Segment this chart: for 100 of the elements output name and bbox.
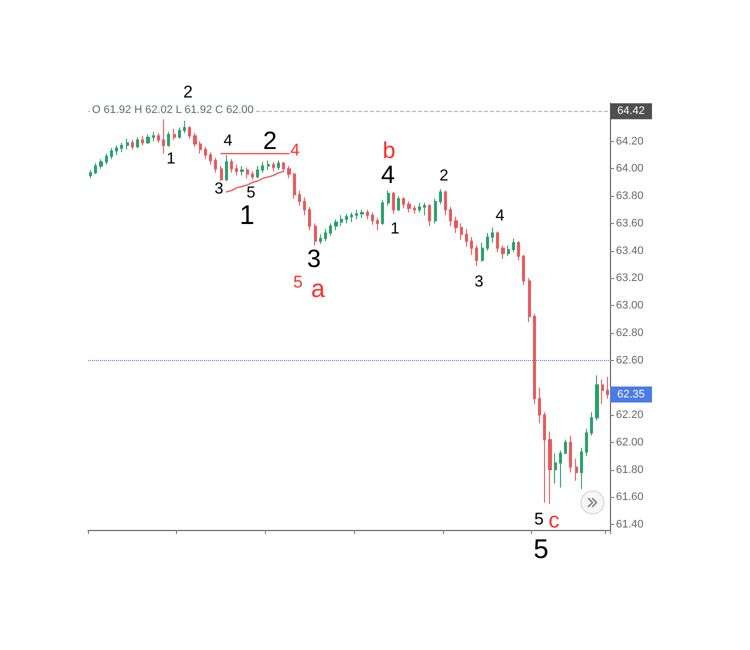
text: 5 — [533, 534, 549, 564]
y-tick-label: 62.80 — [616, 326, 644, 339]
ref-line-label: 64.42 — [617, 105, 645, 118]
candlestick — [376, 217, 379, 231]
candlestick — [538, 387, 541, 424]
candlestick — [470, 236, 473, 256]
candlestick — [606, 376, 609, 400]
candlestick — [298, 190, 301, 206]
candlestick — [423, 202, 426, 216]
candlestick — [543, 412, 546, 504]
candlestick — [533, 313, 536, 405]
candlestick — [319, 234, 322, 244]
candlestick — [89, 170, 92, 179]
candlestick — [256, 165, 259, 179]
annotation: 3 — [214, 180, 224, 198]
candlestick — [496, 231, 499, 253]
annotation: 2 — [263, 127, 277, 155]
candlestick — [449, 206, 452, 227]
candlestick — [178, 127, 181, 140]
candlestick — [439, 188, 442, 205]
candlestick — [235, 164, 238, 176]
candlestick — [126, 138, 129, 150]
candlestick — [209, 152, 212, 166]
candlestick — [173, 128, 176, 140]
candlestick — [183, 120, 186, 134]
candlestick — [475, 244, 478, 266]
candlestick — [528, 278, 531, 322]
candlestick — [507, 244, 510, 257]
y-tick-label: 63.60 — [616, 217, 644, 230]
annotation: 2 — [440, 168, 449, 184]
candlestick — [193, 132, 197, 148]
candlestick — [460, 222, 463, 240]
candlestick — [308, 206, 311, 231]
candlestick — [120, 142, 123, 153]
candlestick — [115, 144, 118, 156]
candlestick — [465, 228, 468, 248]
candlestick — [157, 132, 160, 144]
annotation: 5 — [293, 272, 303, 292]
candlestick — [392, 191, 395, 214]
annotation: 3 — [474, 274, 484, 290]
candlestick — [595, 374, 599, 422]
candlestick — [199, 140, 202, 154]
candlestick — [94, 162, 97, 175]
candlestick — [225, 154, 228, 182]
candlestick — [434, 198, 437, 224]
y-tick-label: 63.20 — [616, 272, 644, 284]
candlestick — [407, 201, 411, 213]
y-tick-label: 64.00 — [616, 162, 644, 175]
candlestick — [214, 157, 217, 174]
annotation: 62.35 — [617, 388, 645, 401]
candlestick — [517, 240, 520, 261]
candlestick — [162, 118, 165, 154]
candlestick — [454, 216, 458, 234]
candlestick — [152, 131, 155, 142]
candlestick — [272, 161, 275, 172]
candlestick — [580, 447, 583, 490]
y-tick-label: 64.20 — [616, 135, 644, 148]
candlestick — [345, 213, 348, 224]
annotation: 5 — [246, 184, 256, 202]
y-tick-label: 62.20 — [616, 409, 644, 422]
y-tick-label: 61.40 — [616, 518, 644, 531]
candlestick — [314, 222, 317, 246]
candlestick — [371, 212, 374, 226]
annotation: 1 — [390, 220, 400, 238]
annotation: 4 — [290, 140, 300, 160]
annotation: 4 — [496, 208, 505, 224]
candlestick — [267, 160, 270, 171]
candlestick — [360, 209, 364, 218]
y-tick-label: 62.60 — [616, 354, 644, 366]
candlestick — [397, 196, 400, 212]
candlestick — [204, 146, 207, 160]
annotation: 5 — [534, 510, 544, 528]
candlestick — [522, 254, 525, 286]
candlestick — [146, 134, 150, 145]
candlestick — [413, 205, 416, 214]
annotation: b — [382, 137, 396, 163]
y-tick-label: 61.60 — [616, 491, 644, 504]
annotation: 3 — [307, 245, 321, 273]
annotation: O 61.92 H 62.02 L 61.92 C 62.00 — [92, 104, 254, 116]
annotation: 1 — [166, 150, 176, 168]
annotation: 4 — [224, 132, 233, 150]
y-tick-label: 63.00 — [616, 300, 644, 312]
candlestick — [548, 430, 552, 504]
y-tick-label: 63.80 — [616, 190, 644, 202]
candlestick — [387, 190, 390, 206]
candlestick — [601, 378, 604, 405]
candlestick — [501, 244, 505, 260]
candlestick — [334, 218, 338, 231]
candlestick — [559, 450, 562, 488]
candlestick — [355, 209, 358, 220]
candlestick — [418, 202, 421, 213]
candlestick — [136, 136, 139, 149]
candlestick — [350, 212, 353, 223]
candlestick — [303, 196, 306, 216]
candlestick — [569, 435, 572, 474]
y-tick-label: 62.00 — [616, 436, 644, 448]
text: 2 — [183, 82, 193, 102]
candlestick — [491, 227, 494, 244]
candlestick — [444, 190, 447, 216]
candlestick — [366, 209, 369, 220]
